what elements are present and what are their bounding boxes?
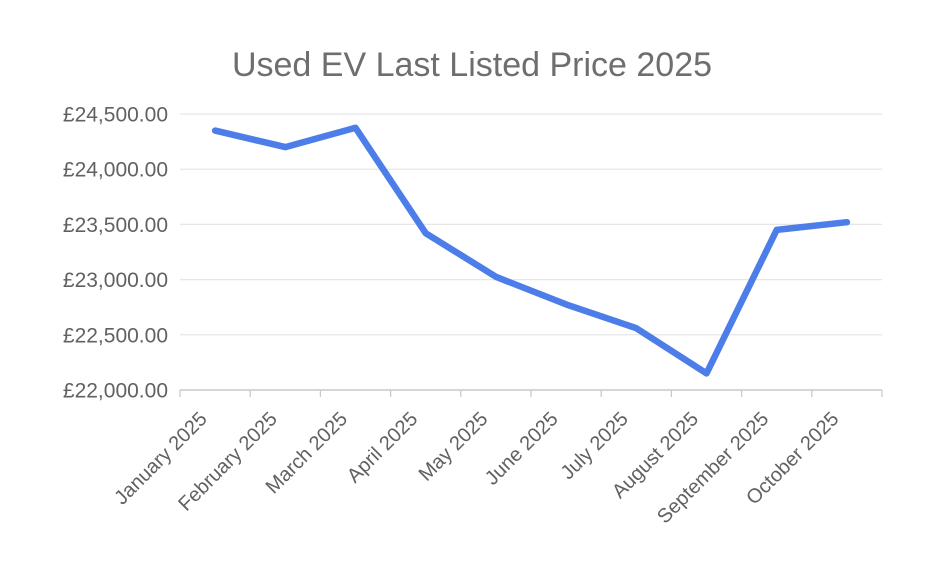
y-tick-label: £22,500.00 — [63, 324, 168, 347]
y-tick-label: £23,500.00 — [63, 214, 168, 237]
x-tick-label: April 2025 — [343, 408, 422, 487]
y-tick-label: £22,000.00 — [63, 380, 168, 403]
y-axis-labels: £22,000.00 £22,500.00 £23,000.00 £23,500.00… — [63, 104, 168, 403]
x-tick-label: June 2025 — [481, 408, 563, 490]
gridlines — [180, 113, 882, 391]
x-axis — [179, 390, 883, 397]
y-tick-label: £23,000.00 — [63, 269, 168, 292]
y-tick-label: £24,000.00 — [63, 159, 168, 182]
series-line-path — [211, 124, 851, 377]
chart-title: Used EV Last Listed Price 2025 — [232, 46, 712, 84]
price-line-series — [211, 124, 851, 377]
y-tick-label: £24,500.00 — [63, 104, 168, 127]
